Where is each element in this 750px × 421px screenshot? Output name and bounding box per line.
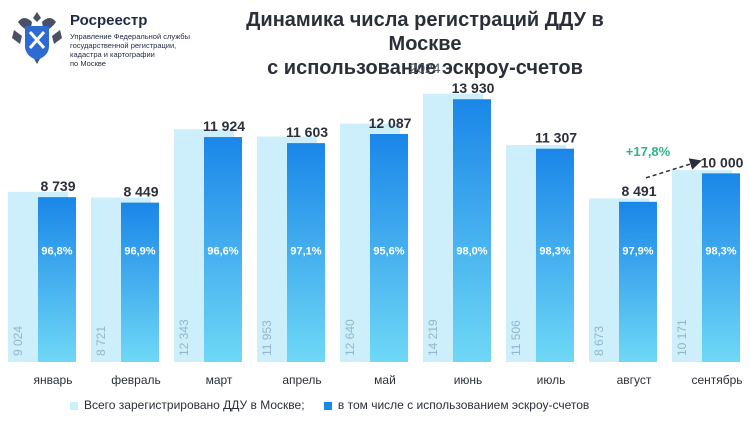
chart-title-line: Динамика числа регистраций ДДУ в Москве (246, 9, 604, 55)
chart-legend: Всего зарегистрировано ДДУ в Москве; в т… (70, 398, 720, 412)
x-tick-label: январь (34, 373, 73, 387)
total-value-label: 10 171 (675, 319, 689, 356)
escrow-value-label: 8 491 (621, 183, 656, 199)
bar-escrow (287, 143, 325, 362)
escrow-share-label: 98,3% (705, 245, 736, 257)
logo-subtitle-line: кадастра и картографии (70, 50, 155, 59)
bar-escrow (619, 201, 657, 362)
x-tick-label: июнь (454, 373, 483, 387)
bar-escrow (370, 133, 408, 362)
escrow-share-label: 98,0% (456, 245, 487, 257)
escrow-share-label: 97,1% (290, 245, 321, 257)
logo-subtitle: Управление Федеральной службы государств… (70, 32, 200, 68)
escrow-share-label: 96,9% (124, 245, 155, 257)
total-value-label: 12 640 (343, 319, 357, 356)
legend-item-total: Всего зарегистрировано ДДУ в Москве; (70, 398, 305, 412)
legend-label-total: Всего зарегистрировано ДДУ в Москве; (84, 398, 305, 412)
total-value-label: 14 219 (426, 319, 440, 356)
total-value-label: 12 343 (177, 319, 191, 356)
bar-escrow (38, 197, 76, 362)
x-tick-label: март (206, 373, 233, 387)
escrow-value-label: 13 930 (452, 80, 495, 96)
bar-escrow (121, 202, 159, 362)
x-tick-label: февраль (111, 373, 161, 387)
bar-escrow (453, 99, 491, 362)
legend-item-escrow: в том числе с использованием эскроу-счет… (323, 398, 590, 412)
rosreestr-emblem-icon (12, 12, 62, 64)
logo-subtitle-line: по Москве (70, 59, 106, 68)
escrow-share-label: 95,6% (373, 245, 404, 257)
escrow-share-label: 96,6% (207, 245, 238, 257)
total-value-label: 8 721 (94, 326, 108, 356)
escrow-value-label: 8 739 (40, 178, 75, 194)
total-value-label: 8 673 (592, 326, 606, 356)
growth-annotation: +17,8% (626, 144, 671, 159)
escrow-value-label: 10 000 (701, 154, 744, 170)
logo-subtitle-line: государственной регистрации, (70, 41, 177, 50)
x-tick-label: сентябрь (691, 373, 742, 387)
escrow-value-label: 11 603 (286, 124, 328, 140)
logo-subtitle-line: Управление Федеральной службы (70, 32, 190, 41)
bar-escrow (702, 173, 740, 362)
x-tick-label: август (617, 373, 652, 387)
legend-swatch-escrow (323, 401, 332, 410)
escrow-share-label: 98,3% (539, 245, 570, 257)
escrow-value-label: 8 449 (123, 184, 158, 200)
legend-swatch-total (70, 401, 78, 410)
bar-escrow (204, 137, 242, 362)
total-value-label: 9 024 (11, 326, 25, 356)
legend-label-escrow: в том числе с использованием эскроу-счет… (337, 398, 590, 412)
escrow-share-label: 96,8% (41, 245, 72, 257)
escrow-value-label: 12 087 (369, 115, 412, 131)
escrow-value-label: 11 307 (535, 130, 577, 146)
x-tick-label: апрель (282, 373, 321, 387)
chart-subtitle: 2024 (409, 60, 441, 76)
x-tick-label: май (374, 373, 396, 387)
chart-title-line: с использование эскроу-счетов (267, 57, 583, 79)
growth-arrow (645, 158, 702, 179)
logo-title: Росреестр (70, 12, 148, 29)
escrow-value-label: 11 924 (203, 118, 245, 134)
x-tick-label: июль (537, 373, 566, 387)
escrow-share-label: 97,9% (622, 245, 653, 257)
bar-escrow (536, 148, 574, 362)
logo-block: Росреестр Управление Федеральной службы … (8, 8, 198, 78)
chart-title: Динамика числа регистраций ДДУ в Москве … (210, 8, 640, 80)
total-value-label: 11 953 (260, 320, 274, 356)
total-value-label: 11 506 (509, 320, 523, 356)
